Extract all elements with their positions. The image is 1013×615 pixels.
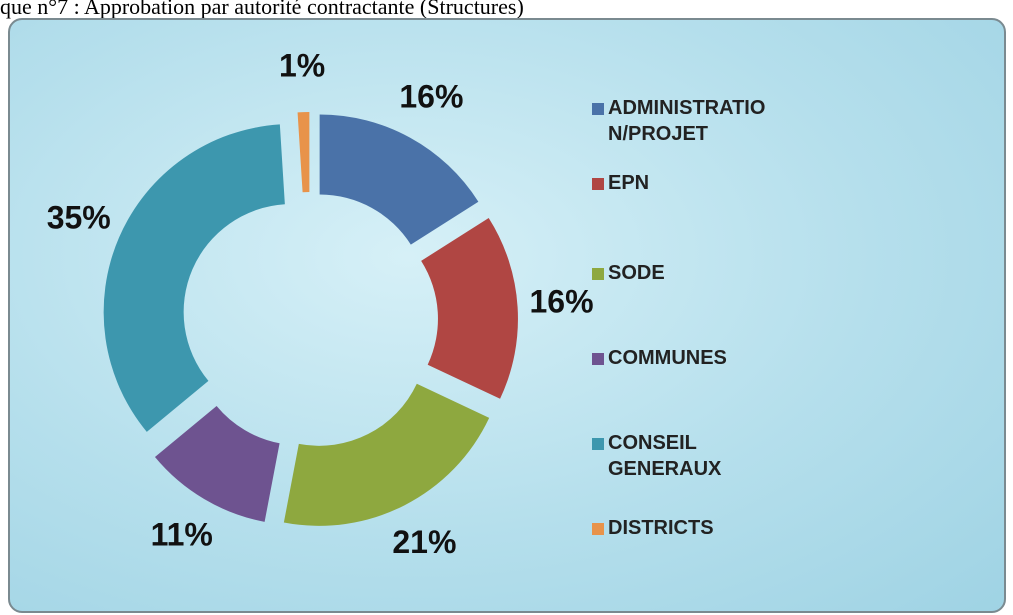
chart: 16% 16% 21% 11% 35% 1% [47, 48, 594, 560]
data-label: 35% [47, 199, 111, 235]
data-label: 11% [151, 516, 213, 552]
legend-label: EPN [608, 172, 650, 194]
chart-title: que n°7 : Approbation par autorité contr… [0, 0, 524, 19]
data-label: 16% [529, 284, 593, 320]
donut-segment [154, 406, 280, 522]
data-label: 16% [399, 79, 463, 115]
data-label: 1% [279, 48, 325, 84]
legend-label: CONSEIL GENERAUX [608, 432, 722, 480]
legend-swatch [592, 438, 604, 450]
legend-swatch [592, 268, 604, 280]
donut-segment [297, 112, 310, 193]
donut-segment [421, 218, 518, 399]
legend-swatch [592, 523, 604, 535]
legend-label: SODE [608, 262, 665, 284]
donut-segment [319, 114, 479, 245]
legend-label: DISTRICTS [608, 517, 714, 539]
data-label: 21% [392, 524, 456, 560]
legend-label: ADMINISTRATION/PROJET [608, 97, 766, 145]
legend-swatch [592, 103, 604, 115]
donut-segment [103, 124, 285, 432]
legend-swatch [592, 178, 604, 190]
donut-segment [283, 383, 490, 526]
chart-frame: 16% 16% 21% 11% 35% 1% ADMINISTRATION/PROJET E… [8, 18, 1006, 613]
legend-swatch [592, 353, 604, 365]
legend-label: COMMUNES [608, 347, 727, 369]
